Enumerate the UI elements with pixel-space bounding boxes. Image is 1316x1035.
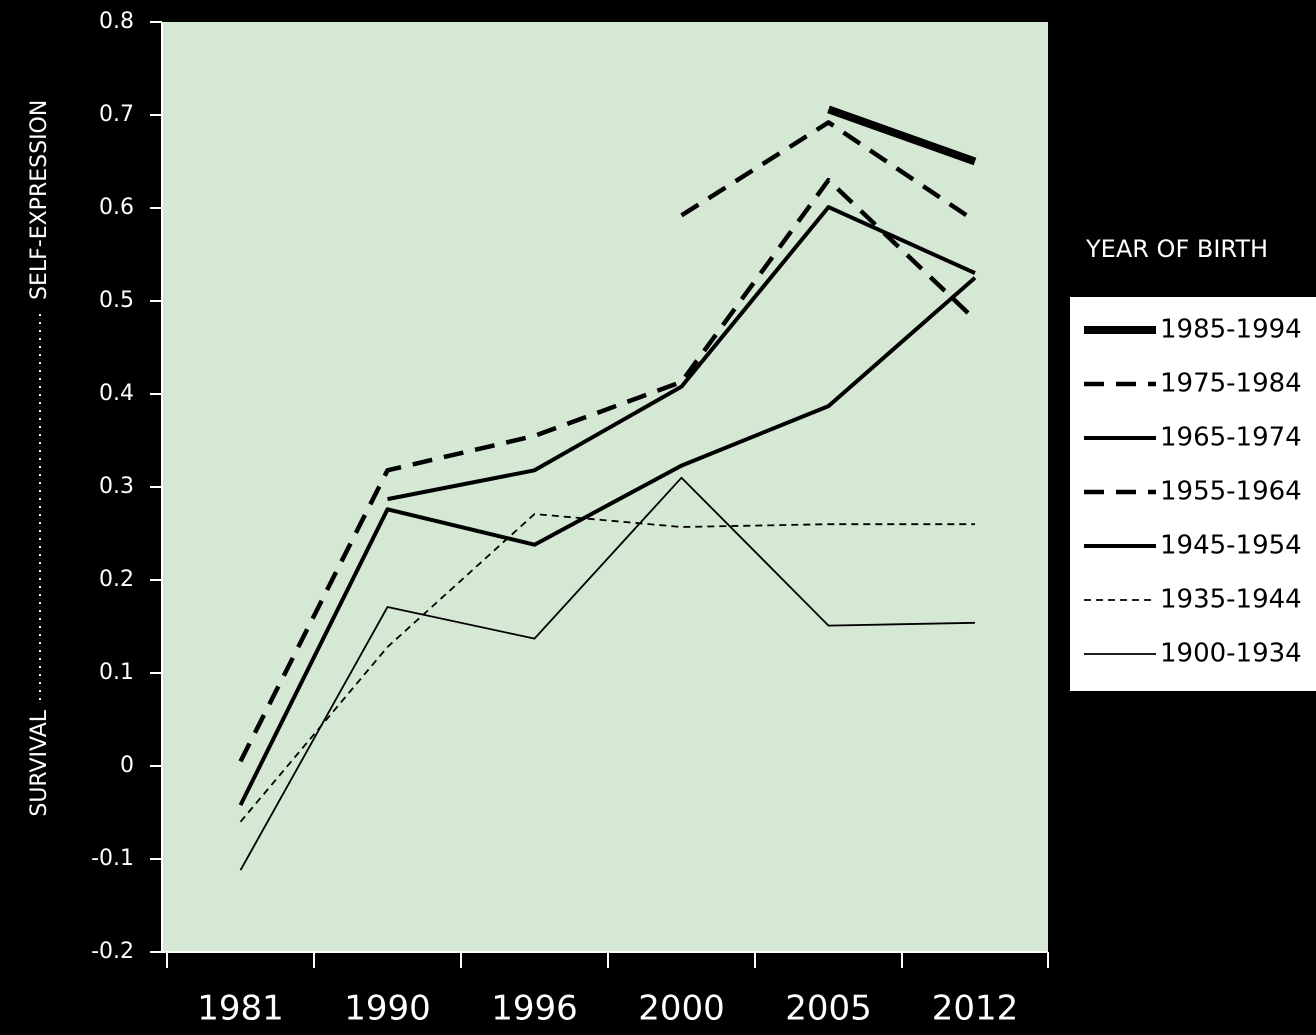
y-tick-label: 0.8 xyxy=(99,9,134,34)
x-tick-label: 1990 xyxy=(344,989,431,1029)
series-line-1955-1964 xyxy=(238,177,977,763)
legend-box xyxy=(1070,297,1316,691)
legend-label: 1965-1974 xyxy=(1160,423,1302,453)
legend-label: 1955-1964 xyxy=(1160,477,1302,507)
y-axis-label-survival: SURVIVAL xyxy=(27,709,52,816)
series-line-1975-1984 xyxy=(680,120,977,223)
x-tick-label: 2000 xyxy=(638,989,725,1029)
legend-title: YEAR OF BIRTH xyxy=(1085,235,1268,263)
legend-label: 1975-1984 xyxy=(1160,369,1302,399)
y-tick-label: -0.1 xyxy=(91,846,134,871)
y-tick-label: -0.2 xyxy=(91,939,134,964)
legend: 1985-1994 1975-1984 1965-1974 1955-1964 1945… xyxy=(1070,297,1316,691)
series-line-1965-1974 xyxy=(387,205,976,502)
series-layer xyxy=(238,105,977,871)
legend-label: 1935-1944 xyxy=(1160,585,1302,615)
series-line-1935-1944 xyxy=(239,513,975,823)
y-tick-label: 0.6 xyxy=(99,195,134,220)
series-line-1900-1934 xyxy=(239,476,976,871)
x-tick-label: 1996 xyxy=(491,989,578,1029)
x-tick-label: 2012 xyxy=(932,989,1019,1029)
y-axis-label-self-expression: SELF-EXPRESSION xyxy=(27,100,52,300)
y-tick-label: 0.1 xyxy=(99,660,134,685)
y-tick-label: 0.2 xyxy=(99,567,134,592)
y-tick-label: 0 xyxy=(120,753,134,778)
legend-label: 1900-1934 xyxy=(1160,639,1302,669)
y-tick-label: 0.5 xyxy=(99,288,134,313)
legend-label: 1985-1994 xyxy=(1160,315,1302,345)
legend-label: 1945-1954 xyxy=(1160,531,1302,561)
y-tick-label: 0.7 xyxy=(99,102,134,127)
x-tick-label: 2005 xyxy=(785,989,872,1029)
series-line-1985-1994 xyxy=(827,105,977,166)
x-ticks: 1981 1990 1996 2000 2005 2012 xyxy=(166,952,1049,1029)
series-line-1945-1954 xyxy=(238,276,977,806)
y-ticks: -0.2 -0.1 0 0.1 0.2 0.3 0.4 0.5 0.6 0.7 0.8 xyxy=(91,9,162,964)
plot-area xyxy=(162,22,1048,952)
x-tick-label: 1981 xyxy=(197,989,284,1029)
y-axis-title: SURVIVAL SELF-EXPRESSION xyxy=(27,100,52,817)
y-tick-label: 0.3 xyxy=(99,474,134,499)
y-tick-label: 0.4 xyxy=(99,381,134,406)
